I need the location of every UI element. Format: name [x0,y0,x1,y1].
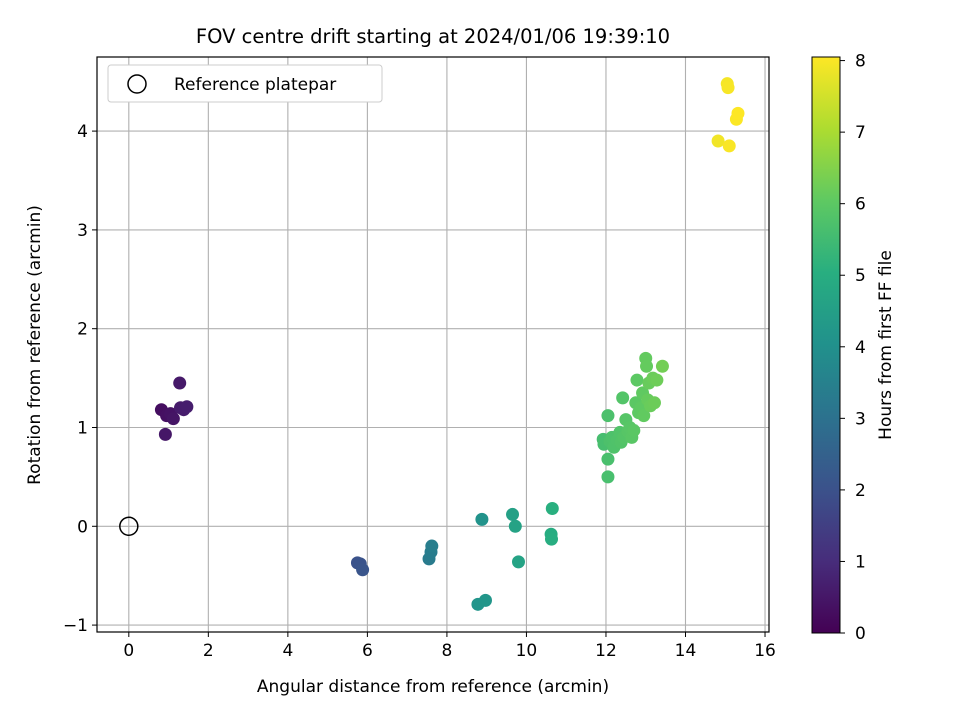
data-point [601,470,615,484]
y-tick-label: −1 [63,616,88,636]
data-point [722,139,736,153]
data-point [630,373,644,387]
x-tick-label: 2 [203,641,214,661]
data-point [637,409,651,423]
data-point [508,519,522,533]
colorbar: 0 1 2 3 4 5 6 7 8 Hours from first FF file [811,52,896,644]
data-point [650,373,664,387]
legend-entry-label: Reference platepar [174,75,336,95]
colorbar-tick-label: 4 [855,338,866,358]
y-tick-label: 0 [77,517,88,537]
data-point [601,452,615,466]
data-point [545,502,559,516]
y-tick-label: 1 [77,418,88,438]
x-tick-label: 6 [362,641,373,661]
x-tick-label: 10 [516,641,538,661]
data-point [511,555,525,569]
reference-platepar-marker [119,516,139,537]
colorbar-label: Hours from first FF file [876,250,896,440]
data-point [356,563,370,577]
x-tick-label: 12 [595,641,617,661]
plot-frame [96,56,770,633]
x-tick-label: 0 [123,641,134,661]
x-axis-label: Angular distance from reference (arcmin) [257,677,609,697]
colorbar-tick-label: 7 [855,123,866,143]
data-point [647,396,661,410]
data-point [627,423,641,437]
legend-marker-icon [127,74,147,94]
data-point [158,427,172,441]
colorbar-tick-label: 0 [855,624,866,644]
y-tick-label: 4 [77,122,88,142]
data-point [731,106,745,120]
data-point [721,81,735,95]
y-axis-label: Rotation from reference (arcmin) [25,205,45,485]
colorbar-tick-label: 6 [855,195,866,215]
data-point [711,134,725,148]
data-point [166,412,180,426]
colorbar-gradient [811,56,841,634]
colorbar-tick-label: 5 [855,266,866,286]
data-point [475,512,489,526]
data-point [640,359,654,373]
data-point [478,593,492,607]
colorbar-tick-label: 2 [855,481,866,501]
legend: Reference platepar [107,64,383,103]
data-point [616,391,630,405]
data-point [425,539,439,553]
colorbar-tick-label: 8 [855,52,866,72]
data-point [180,400,194,414]
x-tick-label: 16 [754,641,776,661]
data-point [601,409,615,423]
data-point [544,532,558,546]
x-tick-label: 4 [282,641,293,661]
data-point [173,376,187,390]
legend-box [107,64,383,103]
colorbar-ticks: 0 1 2 3 4 5 6 7 8 [840,52,866,644]
grid [97,57,769,632]
x-tick-label: 8 [442,641,453,661]
x-tick-label: 14 [675,641,697,661]
y-tick-label: 3 [77,221,88,241]
data-point [655,359,669,373]
data-points [154,77,745,611]
colorbar-tick-label: 3 [855,409,866,429]
colorbar-tick-label: 1 [855,552,866,572]
chart-title: FOV centre drift starting at 2024/01/06 … [196,25,670,48]
data-point [506,507,520,521]
y-tick-label: 2 [77,320,88,340]
